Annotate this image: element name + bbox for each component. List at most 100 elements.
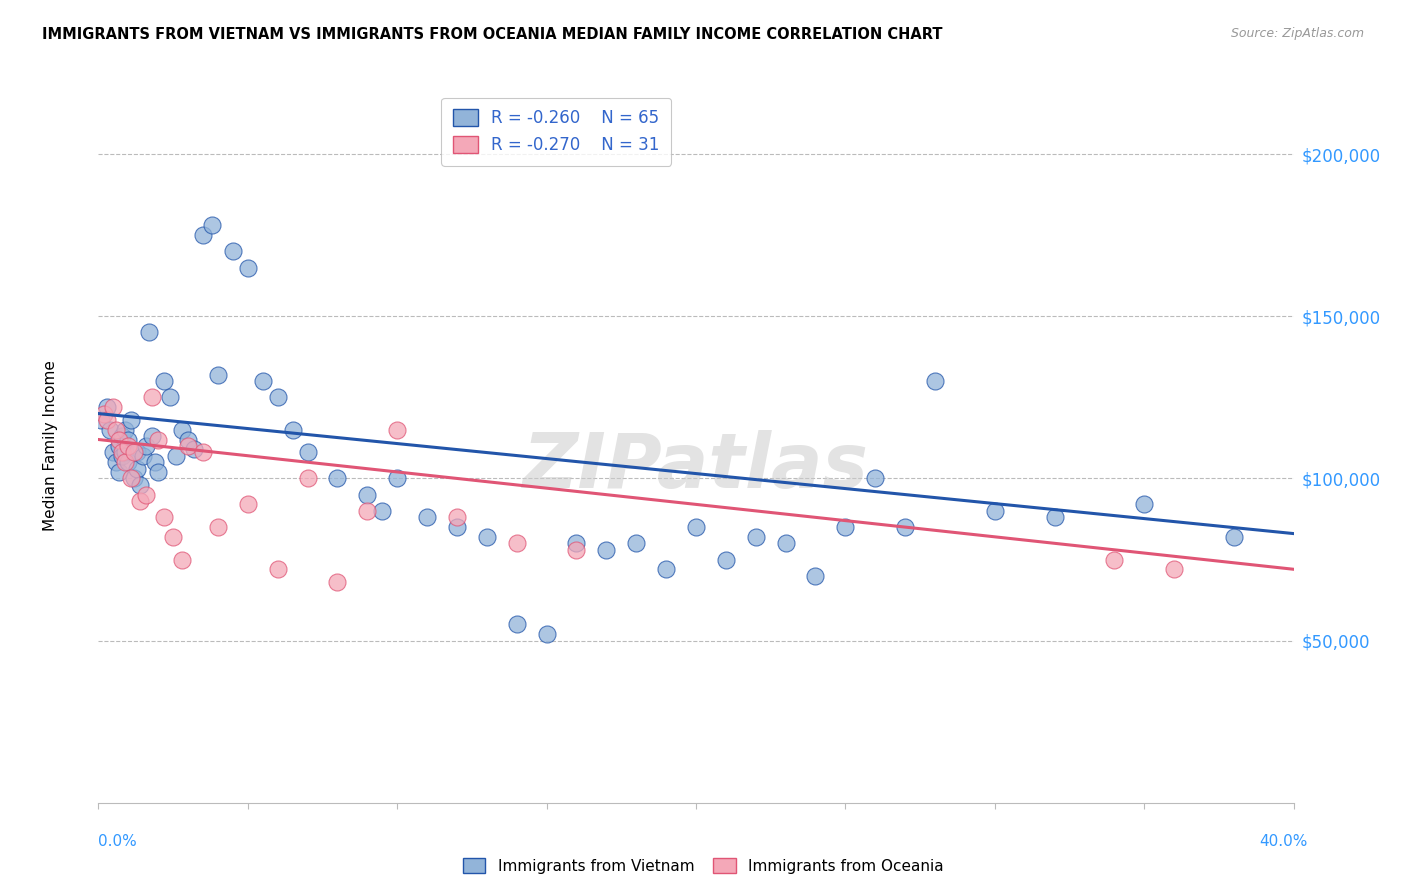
Point xyxy=(565,542,588,557)
Point xyxy=(111,445,134,459)
Point xyxy=(120,413,142,427)
Point xyxy=(326,575,349,590)
Legend: R = -0.260    N = 65, R = -0.270    N = 31: R = -0.260 N = 65, R = -0.270 N = 31 xyxy=(441,97,672,166)
Point xyxy=(297,445,319,459)
Point xyxy=(117,455,139,469)
Point xyxy=(236,497,259,511)
Point xyxy=(172,552,194,566)
Point xyxy=(356,504,378,518)
Point xyxy=(127,461,149,475)
Point xyxy=(124,445,146,459)
Point xyxy=(135,488,157,502)
Text: 40.0%: 40.0% xyxy=(1260,834,1308,849)
Point xyxy=(201,219,224,233)
Point xyxy=(129,478,152,492)
Text: ZIPatlas: ZIPatlas xyxy=(523,431,869,504)
Point xyxy=(207,368,229,382)
Point xyxy=(1043,510,1066,524)
Point xyxy=(108,465,131,479)
Point xyxy=(111,449,134,463)
Point xyxy=(129,494,152,508)
Point xyxy=(252,374,274,388)
Text: Median Family Income: Median Family Income xyxy=(44,360,58,532)
Point xyxy=(416,510,439,524)
Point xyxy=(804,568,827,582)
Point xyxy=(222,244,245,259)
Text: 0.0%: 0.0% xyxy=(98,834,138,849)
Point xyxy=(114,455,136,469)
Point xyxy=(153,374,176,388)
Point xyxy=(595,542,617,557)
Point xyxy=(124,471,146,485)
Point xyxy=(105,455,128,469)
Point xyxy=(281,423,304,437)
Point xyxy=(135,439,157,453)
Point xyxy=(96,400,118,414)
Point xyxy=(162,530,184,544)
Point xyxy=(90,413,112,427)
Point xyxy=(536,627,558,641)
Point xyxy=(103,445,125,459)
Point xyxy=(108,439,131,453)
Point xyxy=(132,449,155,463)
Point xyxy=(371,504,394,518)
Point xyxy=(356,488,378,502)
Point xyxy=(165,449,187,463)
Point xyxy=(120,471,142,485)
Point xyxy=(159,390,181,404)
Point xyxy=(385,471,409,485)
Point xyxy=(446,520,468,534)
Point xyxy=(114,423,136,437)
Point xyxy=(117,439,139,453)
Point xyxy=(141,429,163,443)
Point xyxy=(924,374,946,388)
Point xyxy=(148,465,170,479)
Point xyxy=(177,439,200,453)
Point xyxy=(183,442,205,457)
Point xyxy=(865,471,887,485)
Point xyxy=(108,433,131,447)
Point xyxy=(236,260,259,275)
Point xyxy=(177,433,200,447)
Point xyxy=(105,423,128,437)
Point xyxy=(1223,530,1246,544)
Point xyxy=(326,471,349,485)
Point xyxy=(1104,552,1126,566)
Point xyxy=(141,390,163,404)
Point xyxy=(114,445,136,459)
Point xyxy=(191,228,214,243)
Point xyxy=(745,530,768,544)
Point xyxy=(385,423,409,437)
Point xyxy=(1163,562,1185,576)
Point xyxy=(172,423,194,437)
Point xyxy=(103,400,125,414)
Text: Source: ZipAtlas.com: Source: ZipAtlas.com xyxy=(1230,27,1364,40)
Point xyxy=(138,326,160,340)
Point xyxy=(626,536,648,550)
Point xyxy=(98,423,122,437)
Point xyxy=(565,536,588,550)
Point xyxy=(984,504,1007,518)
Point xyxy=(117,433,139,447)
Point xyxy=(506,617,529,632)
Point xyxy=(93,407,115,421)
Point xyxy=(685,520,707,534)
Point xyxy=(714,552,737,566)
Point xyxy=(127,445,149,459)
Point xyxy=(207,520,229,534)
Point xyxy=(834,520,856,534)
Point xyxy=(143,455,166,469)
Point xyxy=(655,562,678,576)
Text: IMMIGRANTS FROM VIETNAM VS IMMIGRANTS FROM OCEANIA MEDIAN FAMILY INCOME CORRELAT: IMMIGRANTS FROM VIETNAM VS IMMIGRANTS FR… xyxy=(42,27,942,42)
Point xyxy=(96,413,118,427)
Point xyxy=(191,445,214,459)
Point xyxy=(1133,497,1156,511)
Point xyxy=(153,510,176,524)
Point xyxy=(148,433,170,447)
Point xyxy=(111,429,134,443)
Point xyxy=(267,562,290,576)
Point xyxy=(506,536,529,550)
Point xyxy=(475,530,498,544)
Legend: Immigrants from Vietnam, Immigrants from Oceania: Immigrants from Vietnam, Immigrants from… xyxy=(457,852,949,880)
Point xyxy=(894,520,917,534)
